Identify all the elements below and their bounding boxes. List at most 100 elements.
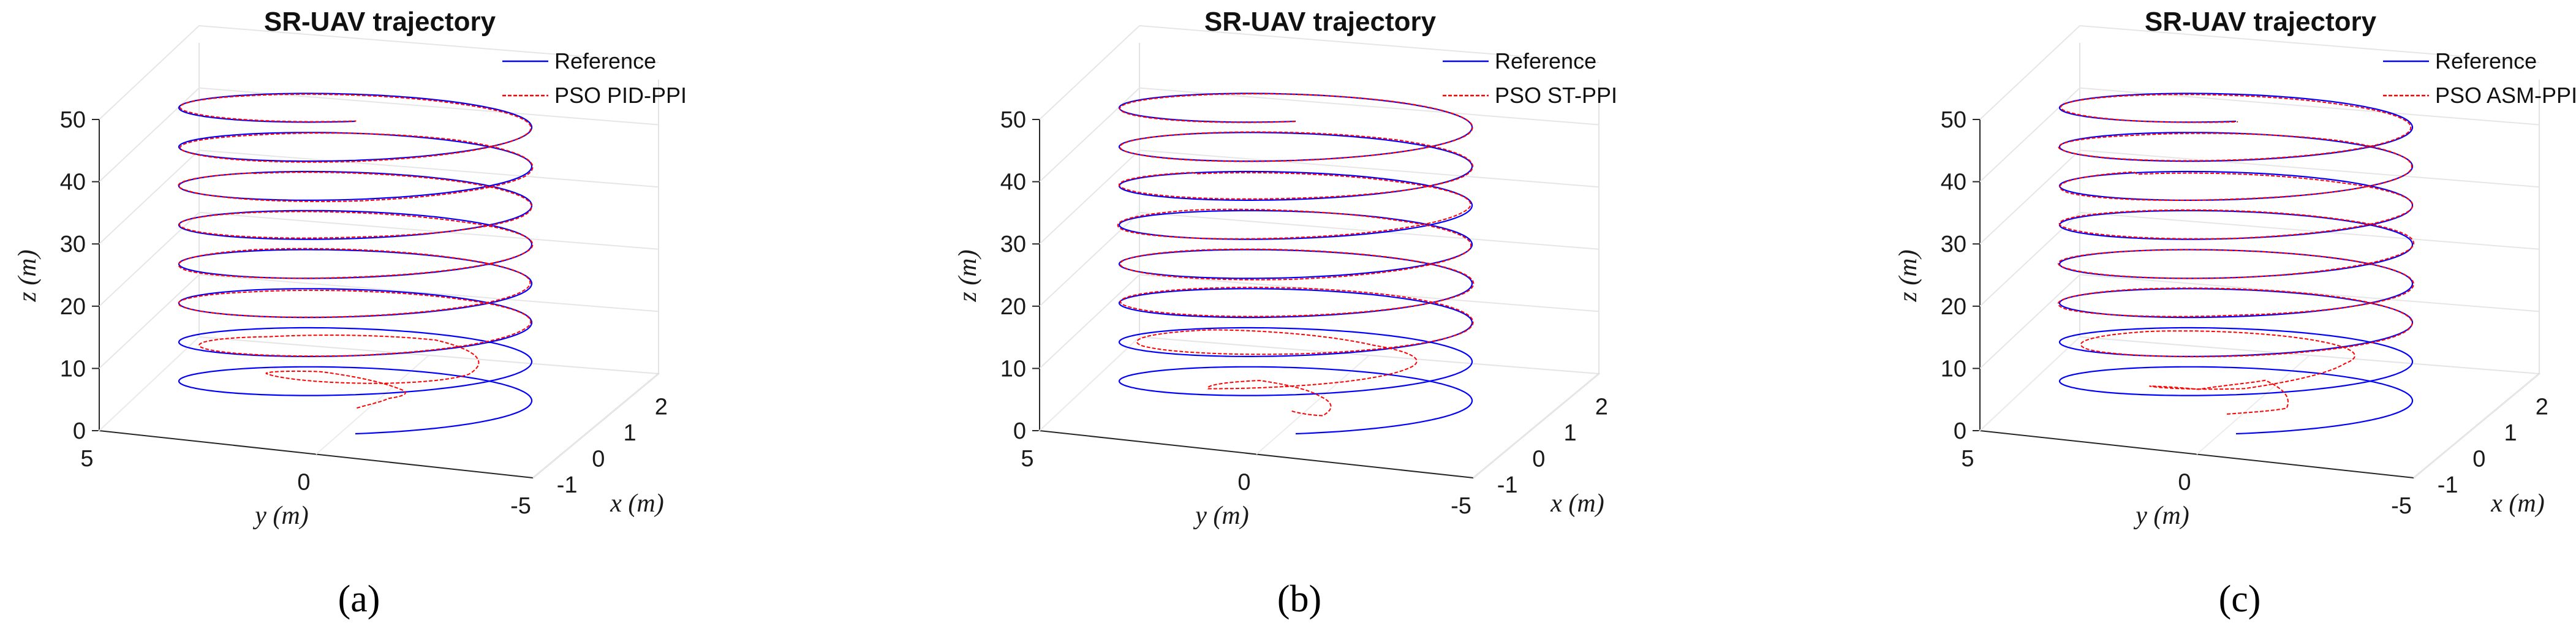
legend-label-reference: Reference — [1495, 48, 1596, 74]
panel-label: (c) — [2219, 578, 2261, 620]
legend-label-reference: Reference — [554, 48, 656, 74]
x-tick-label: 1 — [2504, 420, 2517, 446]
grid-line-back-wall — [2079, 25, 2540, 63]
x-tick-label: 1 — [624, 420, 636, 446]
z-tick-label: 0 — [1954, 418, 1966, 444]
grid-line-left-wall — [1979, 274, 2080, 369]
y-tick-label: 0 — [1237, 470, 1250, 496]
grid-line-left-wall — [1039, 274, 1140, 369]
panel-label: (a) — [338, 578, 380, 620]
legend-label-tracked: PSO PID-PPI — [554, 83, 687, 108]
x-axis-label: x (m) — [1550, 489, 1604, 518]
z-tick-label: 20 — [1000, 294, 1026, 320]
x-tick-label: 0 — [2472, 446, 2485, 472]
y-tick-label: 5 — [1961, 446, 1974, 472]
tracked-trajectory-line — [178, 93, 534, 409]
floor-grid-line — [2413, 373, 2540, 478]
z-tick-label: 0 — [1013, 418, 1026, 444]
grid-line-left-wall — [1039, 149, 1140, 244]
x-tick-label: 0 — [592, 446, 605, 472]
chart-title: SR-UAV trajectory — [2145, 7, 2377, 37]
z-tick-label: 30 — [60, 232, 86, 257]
x-tick-label: -1 — [1497, 472, 1518, 498]
tracked-trajectory-line — [2057, 94, 2415, 415]
z-tick-label: 40 — [1941, 170, 1966, 195]
grid-line-left-wall — [1039, 87, 1140, 183]
x-axis-label: x (m) — [2490, 489, 2544, 518]
y-axis-label: y (m) — [1193, 502, 1248, 530]
y-tick-label: -5 — [510, 493, 531, 519]
grid-line-back-wall — [198, 211, 659, 250]
z-tick-label: 40 — [60, 170, 86, 195]
grid-line-back-wall — [198, 149, 659, 188]
grid-line-back-wall — [1139, 211, 1600, 250]
y-tick-label: 5 — [80, 446, 93, 472]
floor-grid-line — [99, 336, 200, 431]
y-axis-label: y (m) — [252, 502, 308, 530]
grid-line-left-wall — [99, 25, 200, 120]
legend-label-tracked: PSO ASM-PPI — [2435, 83, 2576, 108]
y-tick-label: -5 — [1451, 493, 1471, 519]
grid-line-left-wall — [99, 149, 200, 244]
floor-grid-line — [1979, 336, 2080, 431]
legend-label-tracked: PSO ST-PPI — [1495, 83, 1617, 108]
panel-label: (b) — [1277, 578, 1321, 620]
z-tick-label: 50 — [60, 107, 86, 133]
y-tick-label: 5 — [1021, 446, 1033, 472]
legend-label-reference: Reference — [2435, 48, 2537, 74]
grid-line-left-wall — [1979, 25, 2080, 120]
z-tick-label: 30 — [1941, 232, 1966, 257]
reference-trajectory-line — [2058, 93, 2414, 435]
x-tick-label: 0 — [1532, 446, 1545, 472]
z-tick-label: 50 — [1000, 107, 1026, 133]
z-axis-label: z (m) — [1894, 249, 1922, 302]
grid-line-left-wall — [1039, 25, 1140, 120]
z-tick-label: 20 — [60, 294, 86, 320]
chart-title: SR-UAV trajectory — [264, 7, 496, 37]
x-tick-label: 1 — [1564, 420, 1577, 446]
grid-line-back-wall — [1139, 274, 1600, 312]
y-tick-label: 0 — [297, 470, 310, 496]
grid-line-left-wall — [1979, 149, 2080, 244]
grid-line-left-wall — [99, 87, 200, 183]
grid-line-back-wall — [1139, 149, 1600, 188]
x-tick-label: 2 — [1595, 394, 1608, 420]
z-tick-label: 40 — [1000, 170, 1026, 195]
floor-grid — [97, 336, 660, 479]
grid-line-left-wall — [99, 274, 200, 369]
grid-line-back-wall — [2079, 211, 2540, 250]
z-tick-label: 20 — [1941, 294, 1966, 320]
grid-line-back-wall — [1139, 25, 1600, 63]
z-tick-label: 30 — [1000, 232, 1026, 257]
reference-trajectory-line — [1118, 93, 1473, 435]
grid-line-back-wall — [2079, 149, 2540, 188]
z-tick-label: 10 — [60, 356, 86, 382]
x-axis-label: x (m) — [610, 489, 663, 518]
x-tick-label: -1 — [557, 472, 578, 498]
y-tick-label: -5 — [2391, 493, 2412, 519]
z-tick-label: 50 — [1941, 107, 1966, 133]
z-axis-label: z (m) — [13, 249, 42, 302]
z-tick-label: 0 — [73, 418, 86, 444]
floor-grid — [1978, 336, 2541, 479]
floor-grid-line — [1039, 336, 1140, 431]
floor-grid-line — [315, 355, 429, 455]
x-tick-label: -1 — [2438, 472, 2458, 498]
grid-line-left-wall — [1979, 87, 2080, 183]
y-tick-label: 0 — [2178, 470, 2191, 496]
floor-grid — [1038, 336, 1601, 479]
z-tick-label: 10 — [1941, 356, 1966, 382]
floor-grid-line — [1473, 373, 1600, 478]
x-tick-label: 2 — [2536, 394, 2548, 420]
z-tick-label: 10 — [1000, 356, 1026, 382]
grid-line-back-wall — [198, 274, 659, 312]
floor-grid-line — [1256, 355, 1370, 455]
tracked-trajectory-line — [1117, 93, 1475, 417]
floor-grid-line — [2196, 355, 2310, 455]
grid-line-back-wall — [198, 25, 659, 63]
z-axis-label: z (m) — [954, 249, 982, 302]
